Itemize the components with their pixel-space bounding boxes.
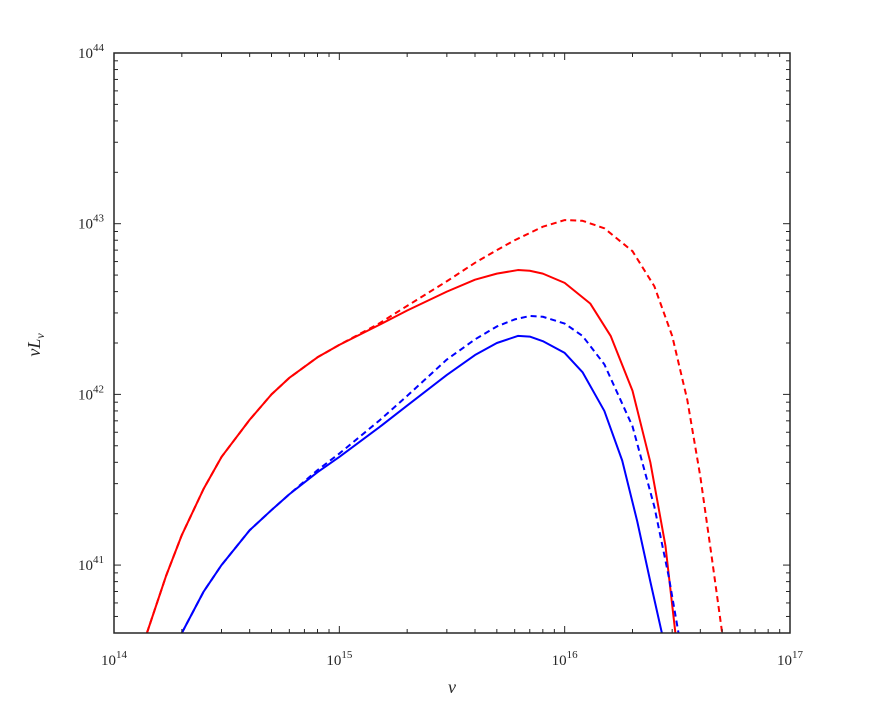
x-tick-label: 1015 xyxy=(326,649,353,669)
y-axis-title-sub: ν xyxy=(33,333,47,339)
y-tick-label: 1043 xyxy=(78,213,105,233)
series-line-1 xyxy=(145,269,677,634)
tick-labels-layer: 1014 1015 1016 1017 1041 1042 1043 1044 xyxy=(78,42,804,669)
y-tick-label: 1041 xyxy=(78,554,104,574)
y-tick-label: 1044 xyxy=(78,42,105,62)
series-line-3 xyxy=(180,334,663,634)
x-tick-label: 1016 xyxy=(552,649,579,669)
series-layer xyxy=(145,219,724,634)
y-axis-title-main: νL xyxy=(24,339,44,357)
plot-frame xyxy=(113,52,791,634)
x-axis-title: ν xyxy=(448,677,456,697)
y-tick-label: 1042 xyxy=(78,383,104,403)
svg-text:νLν: νLν xyxy=(24,333,47,357)
ticks-layer xyxy=(113,52,790,634)
y-axis-title: νLν xyxy=(24,333,47,357)
series-line-4 xyxy=(180,314,680,634)
x-tick-label: 1014 xyxy=(101,649,128,669)
series-line-2 xyxy=(145,219,724,634)
x-tick-label: 1017 xyxy=(777,649,804,669)
